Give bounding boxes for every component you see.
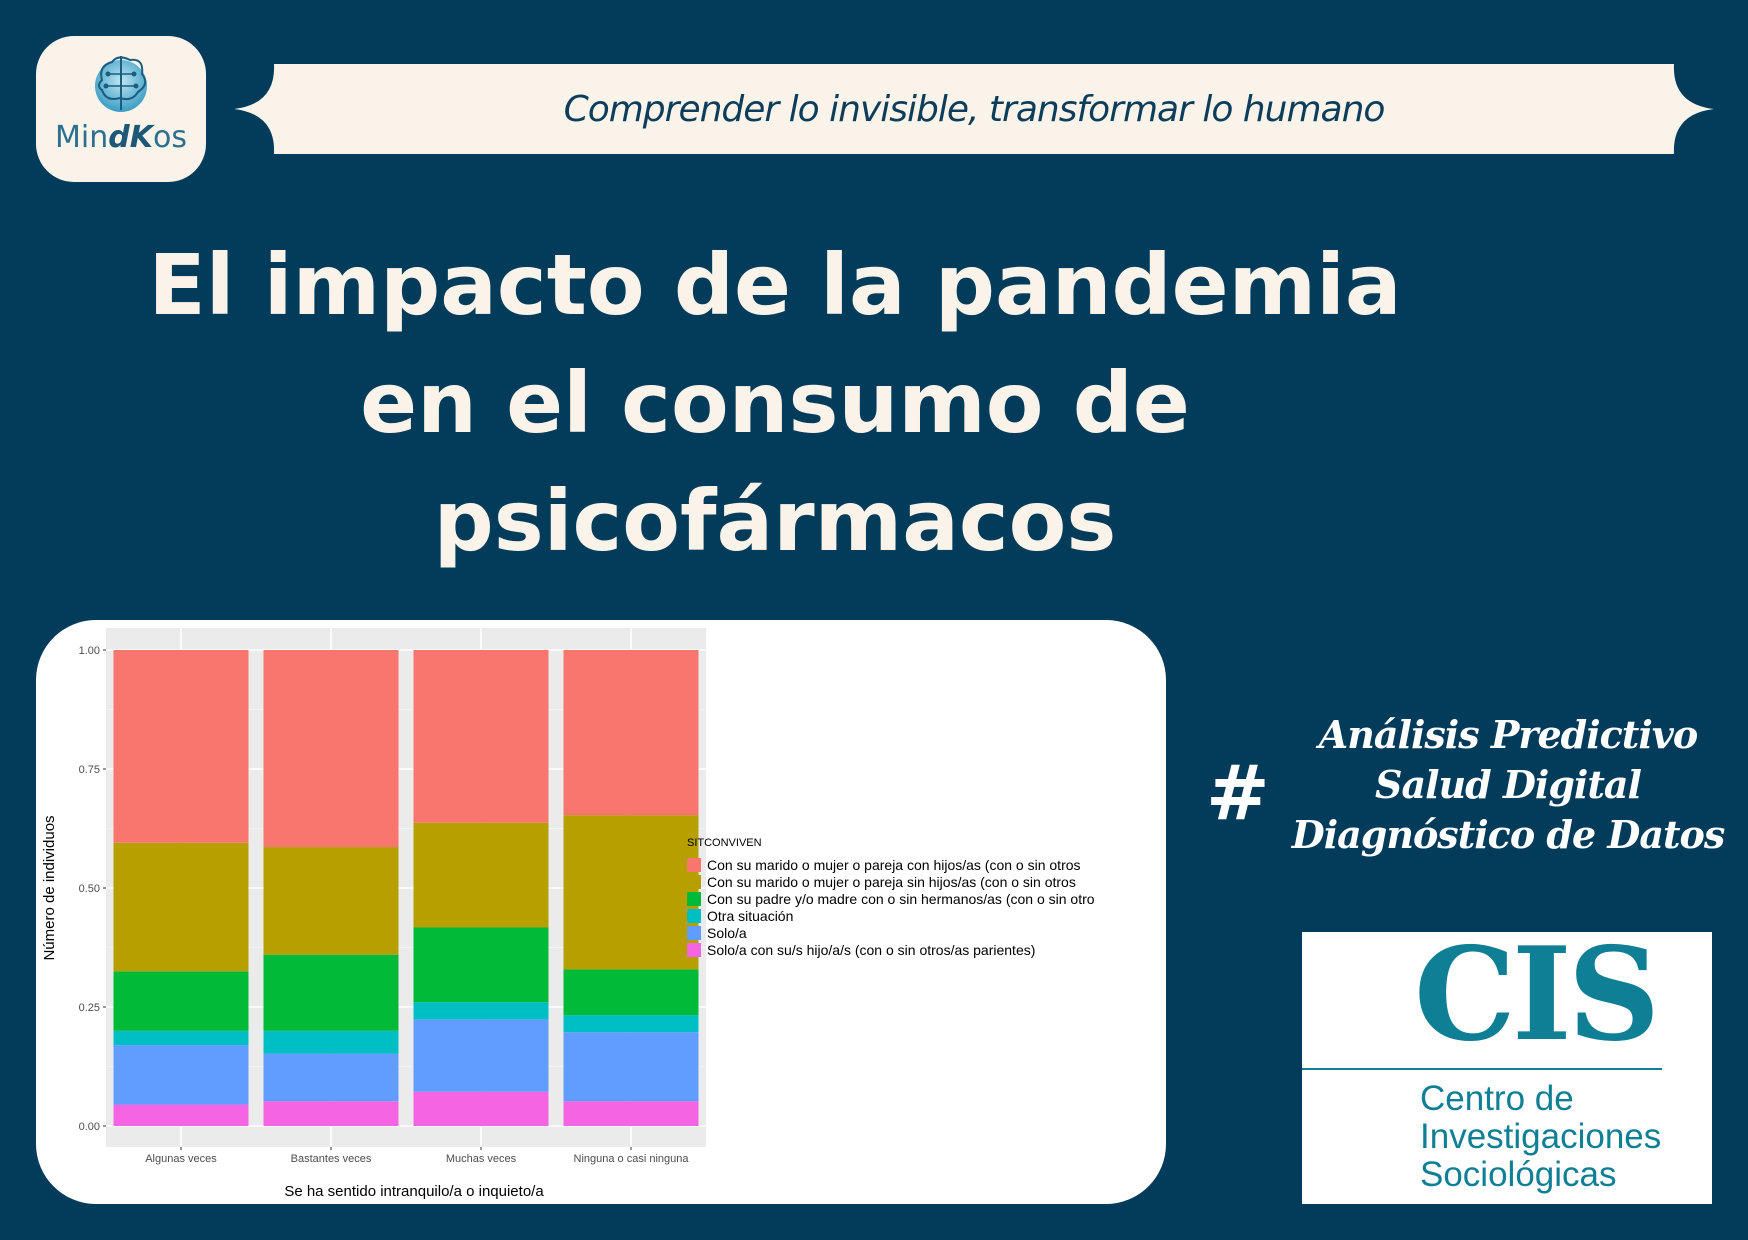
cis-name-line: Investigaciones [1420,1117,1662,1156]
bar-segment [113,1045,249,1105]
x-tick-label: Muchas veces [446,1153,517,1165]
y-tick-label: 0.25 [79,1002,100,1014]
bar-segment [263,1053,399,1102]
tagline: Comprender lo invisible, transformar lo … [563,88,1386,130]
mindkos-logo: MindKos [36,36,206,182]
legend-label: Con su marido o mujer o pareja sin hijos… [707,874,1076,890]
legend-swatch [687,909,701,923]
cis-name-line: Sociológicas [1420,1155,1617,1194]
y-tick-label: 0.75 [79,764,100,776]
logo-wordmark: MindKos [55,120,187,155]
title-line: en el consumo de [360,354,1190,452]
bar-segment [563,1032,699,1102]
legend-swatch [687,858,701,872]
legend-label: Con su padre y/o madre con o sin hermano… [707,891,1095,907]
x-tick-label: Algunas veces [145,1153,217,1165]
tagline-banner [234,64,1714,154]
legend-label: Con su marido o mujer o pareja con hijos… [707,857,1081,873]
bar-segment [413,1019,549,1092]
bar-segment [563,1015,699,1033]
x-tick-label: Ninguna o casi ninguna [574,1153,690,1165]
topic-tags: Análisis Predictivo Salud Digital Diagnó… [1288,710,1728,860]
bar-segment [113,650,249,843]
y-tick-label: 0.50 [79,883,100,895]
y-tick-label: 1.00 [79,645,100,657]
bar-segment [413,822,549,928]
topic-tag: Salud Digital [1375,762,1642,807]
legend-swatch [687,943,701,957]
hashtag-icon: # [1206,748,1270,837]
cis-letters: CIS [1414,920,1660,1070]
title-line: El impacto de la pandemia [148,236,1402,334]
title-line: psicofármacos [433,472,1117,570]
legend-label: Otra situación [707,908,793,924]
cis-logo: CIS Centro de Investigaciones Sociológic… [1302,920,1712,1204]
bar-segment [263,847,399,955]
bar-segment [413,1091,549,1126]
bar-segment [113,1030,249,1046]
page-title: El impacto de la pandemia en el consumo … [60,226,1490,580]
legend-label: Solo/a [707,925,747,941]
bar-segment [113,842,249,972]
legend-swatch [687,875,701,889]
bar-segment [563,650,699,816]
bar-segment [563,969,699,1016]
bar-segment [113,1104,249,1126]
bar-segment [263,1030,399,1054]
stacked-bar-chart: 0.00 0.25 0.50 0.75 1.00 Algunas veces Bastan… [41,628,1095,1200]
legend-label: Solo/a con su/s hijo/a/s (con o sin otro… [707,942,1035,958]
cis-name: Centro de Investigaciones Sociológicas [1420,1080,1661,1194]
bar-segment [113,971,249,1031]
topic-tag: Diagnóstico de Datos [1291,812,1726,857]
bar-segment [563,815,699,970]
chart-card: 0.00 0.25 0.50 0.75 1.00 Algunas veces Bastan… [36,620,1166,1204]
y-tick-label: 0.00 [79,1121,100,1133]
x-tick-label: Bastantes veces [291,1153,372,1165]
bar-segment [263,650,399,848]
bar-segment [563,1101,699,1126]
bar-segment [263,1101,399,1126]
cis-divider [1302,1068,1662,1070]
legend-title: SITCONVIVEN [687,837,762,849]
legend-swatch [687,926,701,940]
cis-name-line: Centro de [1420,1079,1574,1118]
bar-segment [413,927,549,1003]
legend-swatch [687,892,701,906]
x-axis-label: Se ha sentido intranquilo/a o inquieto/a [284,1183,544,1200]
y-axis-label: Número de individuos [41,815,58,960]
bar-segment [413,1002,549,1020]
brain-icon [95,56,147,112]
bar-segment [413,650,549,823]
bar-segment [263,954,399,1031]
topic-tag: Análisis Predictivo [1318,712,1698,757]
